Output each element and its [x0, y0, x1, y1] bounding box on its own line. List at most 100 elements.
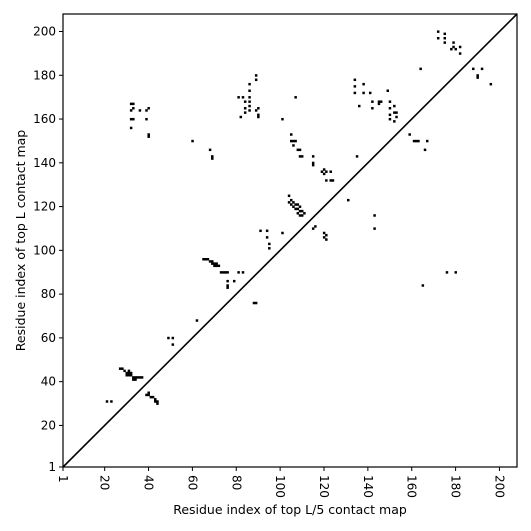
contact-point	[329, 179, 332, 182]
contact-point	[393, 104, 396, 108]
x-tick-label: 80	[229, 475, 243, 490]
contact-point	[254, 74, 258, 77]
contact-point	[129, 373, 133, 377]
y-tick-label: 1	[48, 460, 56, 474]
contact-point	[206, 258, 210, 261]
y-tick-label: 60	[41, 331, 56, 345]
contact-point	[129, 371, 133, 375]
y-tick-label: 160	[33, 112, 56, 126]
contact-point	[296, 148, 300, 152]
contact-point	[417, 139, 420, 143]
contact-point	[147, 135, 150, 138]
contact-point	[226, 286, 229, 289]
x-tick-label: 20	[98, 475, 112, 490]
contact-point	[331, 179, 335, 182]
contact-point	[241, 96, 245, 99]
contact-point	[248, 82, 251, 86]
contact-point	[388, 100, 392, 103]
contact-point	[377, 100, 381, 103]
contact-point	[489, 82, 493, 86]
contact-point	[436, 30, 440, 33]
contact-point	[147, 393, 150, 397]
contact-point	[140, 376, 144, 379]
contact-point	[145, 117, 148, 121]
x-tick-label: 40	[142, 475, 156, 490]
contact-point	[268, 247, 271, 250]
contact-point	[388, 117, 392, 121]
contact-point	[303, 212, 306, 215]
contact-point	[362, 82, 365, 86]
contact-point	[241, 271, 245, 274]
x-tick-label: 1	[56, 475, 70, 483]
contact-point	[425, 139, 429, 143]
contact-point	[211, 260, 214, 263]
contact-point	[450, 47, 453, 51]
y-tick-label: 180	[33, 68, 56, 82]
contact-point	[373, 214, 376, 217]
contact-point	[239, 115, 243, 119]
contact-point	[254, 301, 258, 305]
contact-point	[476, 74, 479, 77]
contact-point	[296, 203, 300, 206]
contact-point	[132, 117, 135, 121]
contact-point	[379, 100, 383, 103]
contact-point	[287, 194, 291, 198]
plot-frame	[62, 13, 518, 468]
contact-point	[423, 148, 427, 152]
contact-point	[154, 398, 157, 401]
contact-point	[294, 96, 297, 99]
contact-point	[292, 139, 295, 143]
contact-point	[248, 104, 251, 108]
x-tick-label: 180	[449, 475, 463, 498]
contact-point	[125, 371, 129, 375]
contact-point	[248, 96, 251, 99]
contact-point	[362, 91, 365, 95]
contact-point	[171, 336, 175, 340]
contact-point	[265, 236, 269, 239]
x-tick-label: 60	[185, 475, 199, 490]
contact-point	[208, 260, 212, 263]
contact-point	[134, 378, 137, 381]
contact-point	[105, 400, 109, 403]
contact-point	[388, 113, 392, 117]
contact-point	[412, 139, 416, 143]
contact-point	[268, 242, 271, 246]
x-tick-label: 160	[405, 475, 419, 498]
y-axis-title: Residue index of top L contact map	[13, 130, 28, 351]
contact-point	[127, 371, 131, 375]
y-tick-label: 80	[41, 287, 56, 301]
contact-point	[300, 209, 304, 213]
contact-point	[452, 41, 455, 44]
contact-point	[132, 102, 135, 106]
contact-point	[127, 373, 131, 377]
contact-point	[421, 284, 425, 287]
contact-point	[156, 402, 159, 405]
contact-point	[443, 32, 447, 36]
contact-point	[123, 369, 126, 373]
contact-point	[311, 155, 315, 158]
contact-point	[156, 400, 159, 403]
contact-point	[298, 155, 302, 158]
x-tick-label: 200	[492, 475, 506, 498]
contact-point	[445, 271, 449, 274]
contact-point	[393, 120, 396, 123]
contact-point	[287, 201, 291, 204]
contact-point	[129, 126, 133, 130]
contact-point	[132, 376, 135, 379]
contact-point	[226, 279, 229, 283]
contact-point	[145, 393, 148, 397]
x-tick-label: 120	[317, 475, 331, 498]
contact-point	[243, 111, 247, 114]
contact-points	[105, 30, 493, 405]
y-tick-label: 100	[33, 243, 56, 257]
contact-point	[395, 111, 398, 114]
contact-point	[322, 236, 326, 239]
contact-point	[121, 367, 124, 370]
contact-point	[472, 67, 475, 71]
contact-point	[132, 107, 135, 110]
contact-point	[290, 203, 293, 206]
contact-point	[215, 264, 218, 268]
contact-point	[237, 271, 240, 274]
contact-point	[195, 319, 199, 322]
contact-point	[294, 203, 297, 206]
